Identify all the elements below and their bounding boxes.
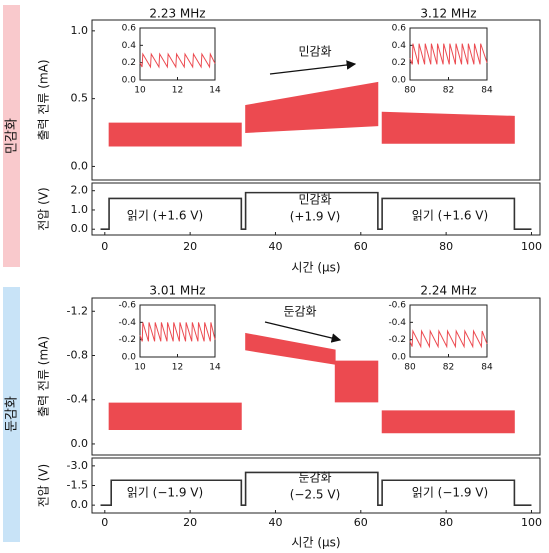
inset-title: 2.24 MHz xyxy=(420,284,476,298)
plot-frame xyxy=(91,182,541,236)
y-tick-label: -0.2 xyxy=(388,335,406,345)
x-tick-label: 40 xyxy=(268,516,282,529)
x-tick-label: 10 xyxy=(134,86,146,96)
side-label: 둔감화 xyxy=(5,396,20,432)
inset-title: 3.12 MHz xyxy=(420,7,476,21)
y-tick-label: -0.2 xyxy=(118,335,136,345)
annotation: 읽기 (−1.9 V) xyxy=(412,486,488,500)
x-tick-label: 12 xyxy=(172,363,183,373)
annotation: 둔감화 xyxy=(298,471,331,485)
trace xyxy=(139,322,216,342)
trace xyxy=(100,191,532,231)
x-tick-label: 84 xyxy=(481,86,493,96)
plot-frame xyxy=(91,297,541,456)
x-tick-label: 80 xyxy=(404,86,416,96)
y-tick-label: -1.5 xyxy=(67,479,88,492)
trace xyxy=(409,329,488,349)
y-tick-label: 0.0 xyxy=(392,353,407,363)
x-tick-label: 40 xyxy=(268,240,282,253)
annotation: 읽기 (+1.6 V) xyxy=(127,209,203,223)
y-tick-label: 0.0 xyxy=(122,353,137,363)
y-axis-label: 출력 전류 (mA) xyxy=(37,59,51,140)
y-tick-label: 0.0 xyxy=(71,159,89,172)
y-tick-label: -1.2 xyxy=(67,304,88,317)
side-label: 민감화 xyxy=(5,118,20,154)
trace xyxy=(139,52,216,69)
y-axis-label: 전압 (V) xyxy=(37,464,51,507)
x-tick-label: 82 xyxy=(443,86,454,96)
y-tick-label: 0.2 xyxy=(392,58,406,68)
y-tick-label: -0.8 xyxy=(67,348,88,361)
y-tick-label: 0.5 xyxy=(71,92,89,105)
y-tick-label: -0.6 xyxy=(118,301,136,311)
annotation: 읽기 (+1.6 V) xyxy=(412,209,488,223)
x-tick-label: 14 xyxy=(209,86,221,96)
annotation: 민감화 xyxy=(298,45,331,59)
x-axis-label: 시간 (μs) xyxy=(291,261,340,275)
y-tick-label: 0.4 xyxy=(122,41,137,51)
y-tick-label: -0.4 xyxy=(118,318,136,328)
y-tick-label: 0.4 xyxy=(392,41,407,51)
desensitize-bar xyxy=(3,287,20,542)
current-band xyxy=(334,360,379,403)
y-tick-label: -3.0 xyxy=(67,459,88,472)
y-tick-label: 2.0 xyxy=(71,184,89,197)
x-tick-label: 82 xyxy=(443,363,454,373)
x-axis-label: 시간 (μs) xyxy=(291,536,340,550)
x-tick-label: 20 xyxy=(183,516,197,529)
current-band xyxy=(108,122,242,147)
x-tick-label: 60 xyxy=(354,240,368,253)
x-tick-label: 100 xyxy=(521,240,542,253)
plot-frame xyxy=(91,19,541,181)
current-band xyxy=(381,410,515,434)
y-tick-label: 0.0 xyxy=(122,76,137,86)
y-tick-label: 1.0 xyxy=(71,203,89,216)
y-axis-label: 전압 (V) xyxy=(37,187,51,230)
y-axis-label: 출력 전류 (mA) xyxy=(37,336,51,417)
x-tick-label: 84 xyxy=(481,363,493,373)
y-tick-label: 0.0 xyxy=(71,437,89,450)
annotation: 민감화 xyxy=(298,193,331,207)
annotation: 읽기 (−1.9 V) xyxy=(127,486,203,500)
y-tick-label: -0.4 xyxy=(388,318,406,328)
y-tick-label: 0.0 xyxy=(392,76,407,86)
current-band xyxy=(245,81,379,133)
y-tick-label: 0.6 xyxy=(392,24,407,34)
x-tick-label: 80 xyxy=(439,516,453,529)
x-tick-label: 20 xyxy=(183,240,197,253)
x-tick-label: 80 xyxy=(439,240,453,253)
inset-frame xyxy=(139,304,216,358)
arrow xyxy=(264,321,342,343)
y-tick-label: 0.6 xyxy=(122,24,137,34)
current-band xyxy=(108,402,242,430)
x-tick-label: 80 xyxy=(404,363,416,373)
y-tick-label: -0.4 xyxy=(67,393,88,406)
annotation: 둔감화 xyxy=(283,305,316,319)
x-tick-label: 60 xyxy=(354,516,368,529)
x-tick-label: 10 xyxy=(134,363,146,373)
y-tick-label: -0.6 xyxy=(388,301,406,311)
trace xyxy=(100,471,532,506)
trace xyxy=(409,43,488,65)
inset-frame xyxy=(139,27,216,81)
y-tick-label: 0.0 xyxy=(71,498,89,511)
x-tick-label: 100 xyxy=(521,516,542,529)
current-band xyxy=(245,332,336,365)
y-tick-label: 1.0 xyxy=(71,24,89,37)
annotation: (+1.9 V) xyxy=(290,210,341,224)
arrow xyxy=(269,60,357,75)
inset-title: 2.23 MHz xyxy=(149,7,205,21)
annotation: (−2.5 V) xyxy=(290,488,341,502)
sensitize-bar xyxy=(3,5,20,267)
y-tick-label: 0.2 xyxy=(122,58,136,68)
x-tick-label: 0 xyxy=(101,240,108,253)
x-tick-label: 12 xyxy=(172,86,183,96)
current-band xyxy=(381,111,515,144)
y-tick-label: 0.0 xyxy=(71,222,89,235)
x-tick-label: 0 xyxy=(101,516,108,529)
x-tick-label: 14 xyxy=(209,363,221,373)
inset-title: 3.01 MHz xyxy=(149,284,205,298)
